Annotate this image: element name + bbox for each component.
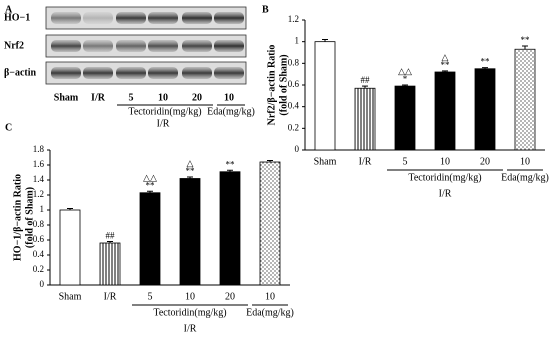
- y-tick-label: 1.2: [33, 189, 44, 199]
- bar: [514, 48, 536, 151]
- blot-row-label: Nrf2: [4, 40, 24, 51]
- significance-label: **: [441, 60, 451, 70]
- group-label: Tectoridin(mg/kg): [408, 172, 481, 183]
- y-tick-label: 0.6: [33, 234, 45, 244]
- bar: [59, 209, 81, 286]
- significance-label: △△: [398, 66, 412, 76]
- y-tick-label: 1.8: [33, 144, 45, 154]
- significance-label: *: [403, 74, 408, 84]
- y-tick-label: 0: [295, 144, 300, 154]
- bar: [179, 178, 201, 286]
- group-title: I/R: [157, 118, 170, 129]
- bar: [394, 85, 416, 151]
- blot-band: [51, 67, 81, 79]
- blot-band: [214, 40, 244, 52]
- bar: [259, 161, 281, 286]
- significance-label: ##: [361, 75, 371, 85]
- y-tick-label: 0.2: [288, 122, 299, 132]
- blot-band: [116, 40, 146, 52]
- x-tick-label: Sham: [59, 291, 82, 302]
- x-tick-label: 10: [520, 156, 530, 167]
- blot-row-label: β−actin: [4, 67, 37, 78]
- y-tick-label: 0.8: [288, 57, 300, 67]
- panel-label: A: [5, 4, 13, 15]
- lane-label: I/R: [91, 92, 106, 103]
- y-axis-label: HO−1/β−actin Ratio: [12, 174, 23, 261]
- y-axis-label: Nrf2/β−actin Ratio: [266, 45, 277, 126]
- significance-label: △△: [143, 172, 157, 182]
- y-axis-label: (fold of Sham): [278, 54, 289, 115]
- significance-label: △: [442, 52, 449, 62]
- y-tick-label: 1: [40, 204, 45, 214]
- blot-band: [51, 40, 81, 52]
- blot-band: [148, 40, 178, 52]
- bar: [474, 68, 496, 151]
- y-tick-label: 1.2: [288, 14, 299, 24]
- significance-label: ##: [106, 231, 116, 241]
- x-tick-label: I/R: [104, 291, 117, 302]
- group-label: Tectoridin(mg/kg): [128, 106, 201, 117]
- blot-band: [83, 67, 113, 79]
- group-label: Tectoridin(mg/kg): [153, 307, 226, 318]
- y-tick-label: 0: [40, 279, 45, 289]
- lane-label: 5: [129, 92, 134, 103]
- bar: [434, 71, 456, 151]
- bar: [314, 41, 336, 151]
- blot-band: [182, 67, 212, 79]
- y-tick-label: 1.6: [33, 159, 45, 169]
- lane-label: Sham: [54, 92, 79, 103]
- x-tick-label: 5: [403, 156, 408, 167]
- x-tick-label: 20: [225, 291, 235, 302]
- y-tick-label: 0.2: [33, 264, 44, 274]
- bar: [99, 242, 121, 286]
- blot-band: [116, 67, 146, 79]
- group-label: Eda(mg/kg): [207, 106, 255, 117]
- group-title: I/R: [184, 323, 197, 334]
- y-tick-label: 0.4: [288, 101, 300, 111]
- significance-label: **: [226, 159, 236, 169]
- y-tick-label: 0.6: [288, 79, 300, 89]
- y-tick-label: 1: [295, 36, 300, 46]
- blot-band: [83, 40, 113, 52]
- group-title: I/R: [439, 188, 452, 199]
- blot-band: [182, 12, 212, 24]
- x-tick-label: 20: [480, 156, 490, 167]
- group-label: Eda(mg/kg): [501, 172, 549, 183]
- blot-band: [214, 67, 244, 79]
- bar: [139, 192, 161, 286]
- panel-label: B: [262, 4, 269, 15]
- y-tick-label: 0.8: [33, 219, 45, 229]
- lane-label: 10: [224, 92, 234, 103]
- x-tick-label: 10: [265, 291, 275, 302]
- bar: [219, 171, 241, 286]
- x-tick-label: 5: [148, 291, 153, 302]
- blot-band: [182, 40, 212, 52]
- significance-label: **: [186, 166, 196, 176]
- group-label: Eda(mg/kg): [246, 307, 294, 318]
- bar: [354, 87, 376, 151]
- significance-label: **: [146, 180, 156, 190]
- x-tick-label: 10: [440, 156, 450, 167]
- y-axis-label: (fold of Sham): [24, 187, 35, 248]
- lane-label: 10: [158, 92, 168, 103]
- blot-row-label: HO−1: [4, 12, 30, 23]
- blot-band: [51, 12, 81, 24]
- significance-label: **: [481, 57, 491, 67]
- lane-label: 20: [192, 92, 202, 103]
- panel-label: C: [5, 122, 12, 133]
- significance-label: △: [187, 158, 194, 168]
- blot-band: [83, 12, 113, 24]
- y-tick-label: 0.4: [33, 249, 45, 259]
- x-tick-label: I/R: [359, 156, 372, 167]
- x-tick-label: 10: [185, 291, 195, 302]
- blot-band: [116, 12, 146, 24]
- x-tick-label: Sham: [314, 156, 337, 167]
- blot-band: [214, 12, 244, 24]
- significance-label: **: [521, 35, 531, 45]
- blot-band: [148, 67, 178, 79]
- y-tick-label: 1.4: [33, 174, 45, 184]
- blot-band: [148, 12, 178, 24]
